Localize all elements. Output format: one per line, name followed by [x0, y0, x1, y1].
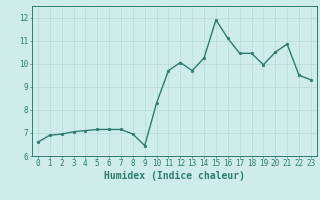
X-axis label: Humidex (Indice chaleur): Humidex (Indice chaleur): [104, 171, 245, 181]
